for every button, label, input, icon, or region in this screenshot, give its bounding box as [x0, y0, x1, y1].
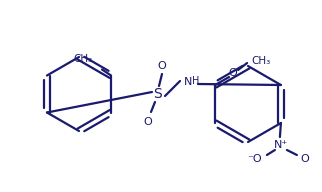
Text: O: O — [144, 117, 152, 127]
Text: N⁺: N⁺ — [274, 140, 288, 150]
Text: S: S — [154, 87, 162, 101]
Text: CH₃: CH₃ — [251, 56, 270, 66]
Text: O: O — [158, 61, 166, 71]
Text: CH₃: CH₃ — [74, 54, 93, 64]
Text: N: N — [184, 77, 192, 87]
Text: ⁻O: ⁻O — [248, 154, 262, 164]
Text: H: H — [192, 76, 199, 86]
Text: O: O — [300, 154, 309, 164]
Text: O: O — [229, 68, 237, 78]
